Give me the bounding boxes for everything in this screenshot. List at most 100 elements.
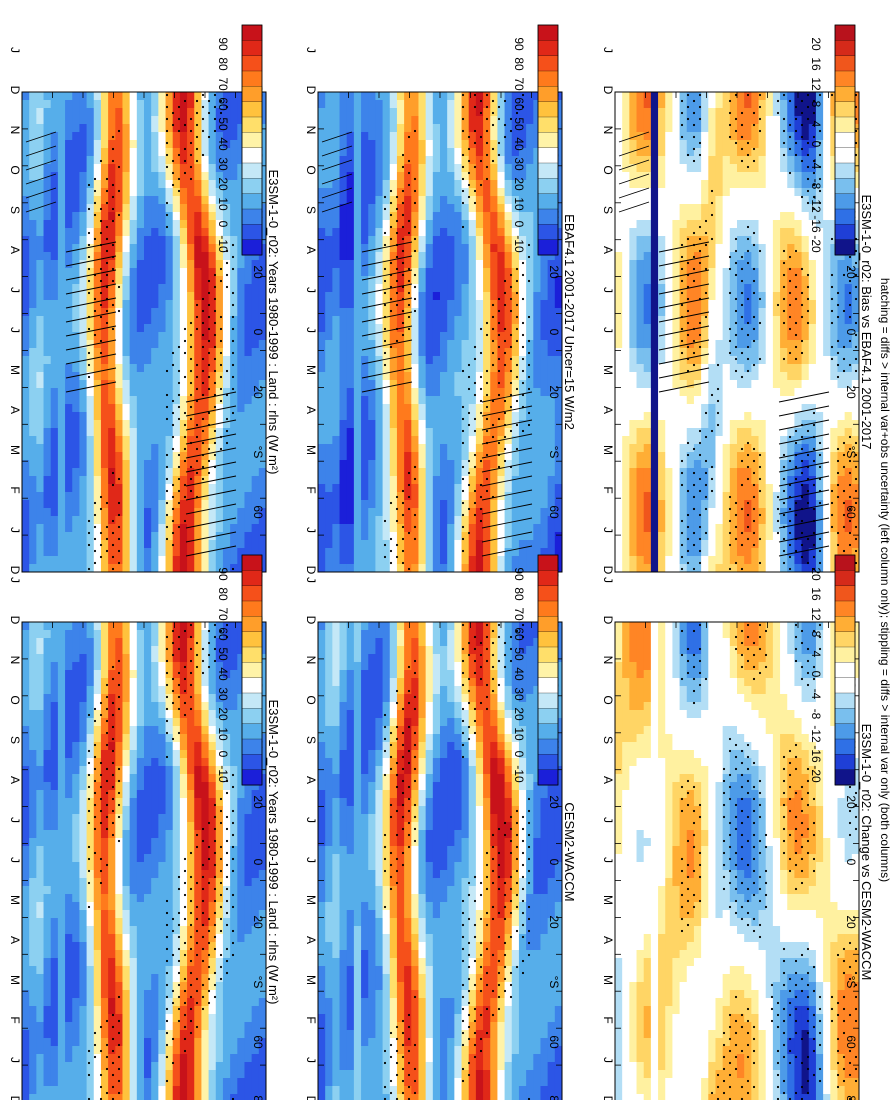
heatmap-cell	[29, 436, 37, 445]
heatmap-cell	[158, 316, 166, 325]
heatmap-cell	[447, 308, 455, 317]
heatmap-cell	[43, 460, 51, 469]
heatmap-cell	[411, 228, 419, 237]
heatmap-cell	[454, 452, 462, 461]
heatmap-cell	[504, 244, 512, 253]
colorbar-labels: 90 80 70 60 50 40 30 20 10 0 -10	[512, 37, 526, 253]
stipple-dot	[178, 154, 180, 156]
heatmap-cell	[43, 236, 51, 245]
heatmap-cell	[222, 316, 230, 325]
heatmap-cell	[100, 212, 108, 221]
heatmap-cell	[425, 548, 433, 557]
heatmap-cell	[165, 300, 173, 309]
stipple-dot	[196, 436, 198, 438]
heatmap-cell	[346, 228, 354, 237]
heatmap-cell	[179, 516, 187, 525]
heatmap-cell	[122, 228, 130, 237]
heatmap-cell	[201, 484, 209, 493]
heatmap-cell	[475, 316, 483, 325]
stipple-dot	[462, 178, 464, 180]
heatmap-cell	[368, 444, 376, 453]
heatmap-cell	[158, 508, 166, 517]
heatmap-cell	[425, 452, 433, 461]
heatmap-cell	[425, 172, 433, 181]
heatmap-cell	[447, 148, 455, 157]
heatmap-cell	[179, 372, 187, 381]
heatmap-cell	[29, 372, 37, 381]
heatmap-cell	[151, 348, 159, 357]
heatmap-cell	[22, 316, 30, 325]
heatmap-cell	[194, 428, 202, 437]
heatmap-cell	[440, 484, 448, 493]
heatmap-cell	[411, 180, 419, 189]
stipple-dot	[166, 202, 168, 204]
colorbar-cell	[538, 25, 558, 41]
heatmap-cell	[361, 436, 369, 445]
heatmap-cell	[22, 428, 30, 437]
heatmap-cell	[339, 284, 347, 293]
heatmap-cell	[194, 332, 202, 341]
heatmap-cell	[100, 396, 108, 405]
heatmap-cell	[50, 92, 58, 101]
heatmap-cell	[346, 324, 354, 333]
heatmap-cell	[396, 284, 404, 293]
heatmap-cell	[411, 300, 419, 309]
heatmap-cell	[208, 244, 216, 253]
heatmap-cell	[57, 356, 65, 365]
heatmap-cell	[201, 300, 209, 309]
heatmap-cell	[258, 292, 266, 301]
heatmap-cell	[339, 92, 347, 101]
heatmap-cell	[396, 428, 404, 437]
heatmap-cell	[454, 260, 462, 269]
heatmap-cell	[404, 516, 412, 525]
heatmap-cell	[468, 188, 476, 197]
heatmap-cell	[447, 212, 455, 221]
colorbar-label: 30	[512, 157, 526, 171]
heatmap-cell	[461, 244, 469, 253]
heatmap-cell	[86, 556, 94, 565]
stipple-dot	[402, 190, 404, 192]
stipple-dot	[172, 364, 174, 366]
stipple-dot	[414, 178, 416, 180]
stipple-dot	[106, 238, 108, 240]
heatmap-cell	[144, 468, 152, 477]
heatmap-cell	[100, 236, 108, 245]
heatmap-cell	[93, 524, 101, 533]
heatmap-cell	[447, 380, 455, 389]
stipple-dot	[112, 472, 114, 474]
heatmap-cell	[475, 524, 483, 533]
stipple-dot	[468, 376, 470, 378]
heatmap-cell	[404, 260, 412, 269]
stipple-dot	[390, 226, 392, 228]
heatmap-cell	[172, 92, 180, 101]
heatmap-cell	[172, 220, 180, 229]
heatmap-cell	[375, 148, 383, 157]
heatmap-cell	[158, 252, 166, 261]
stipple-dot	[504, 460, 506, 462]
stipple-dot	[492, 112, 494, 114]
colorbar-label: 40	[216, 137, 230, 151]
stipple-dot	[402, 166, 404, 168]
heatmap-cell	[432, 228, 440, 237]
heatmap-cell	[353, 228, 361, 237]
heatmap-cell	[50, 356, 58, 365]
heatmap-cell	[122, 364, 130, 373]
heatmap-cell	[22, 348, 30, 357]
heatmap-cell	[194, 276, 202, 285]
heatmap-cell	[432, 132, 440, 141]
stipple-dot	[232, 328, 234, 330]
heatmap-cell	[440, 436, 448, 445]
heatmap-cell	[497, 500, 505, 509]
heatmap-cell	[86, 460, 94, 469]
heatmap-cell	[230, 508, 238, 517]
stipple-dot	[94, 514, 96, 516]
heatmap-cell	[368, 492, 376, 501]
heatmap-cell	[65, 484, 73, 493]
heatmap-cell	[165, 332, 173, 341]
heatmap-cell	[361, 564, 369, 573]
stipple-dot	[402, 274, 404, 276]
heatmap-cell	[100, 436, 108, 445]
heatmap-cell	[411, 340, 419, 349]
heatmap-cell	[490, 244, 498, 253]
heatmap-cell	[518, 436, 526, 445]
